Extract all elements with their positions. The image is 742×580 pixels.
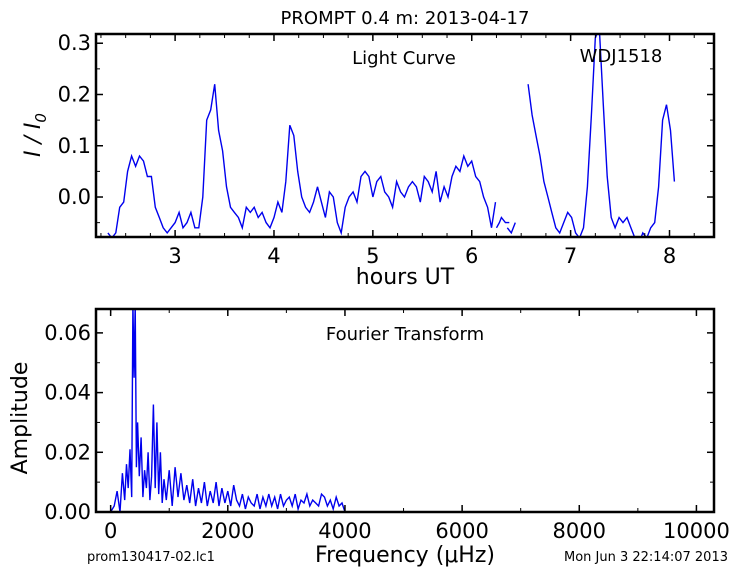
lc-x-tick-label: 6: [465, 244, 478, 268]
ft-y-tick-label: 0.02: [44, 440, 91, 464]
lc-target-label: WDJ1518: [580, 46, 663, 67]
footer-timestamp: Mon Jun 3 22:14:07 2013: [564, 550, 728, 565]
ft-series-line-1: [109, 309, 346, 512]
ft-y-tick-label: 0.00: [44, 500, 91, 524]
lc-y-axis-label: I / I0: [21, 113, 50, 157]
lc-x-tick-label: 3: [168, 244, 181, 268]
footer-filename: prom130417-02.lc1: [87, 550, 215, 565]
ft-annotation: Fourier Transform: [326, 324, 484, 345]
ft-x-tick-label: 2000: [201, 519, 254, 543]
lc-series-group: [107, 34, 676, 237]
ft-series-group: [109, 309, 346, 512]
lc-series-line-4: [527, 34, 676, 237]
lc-y-tick-label: 0.3: [58, 31, 91, 55]
ft-x-tick-label: 10000: [663, 519, 730, 543]
lc-series-line-3: [506, 222, 516, 235]
lc-x-tick-label: 7: [564, 244, 577, 268]
ft-x-axis-label: Frequency (μHz): [315, 543, 495, 568]
lc-x-tick-label: 8: [663, 244, 676, 268]
lc-annotation: Light Curve: [352, 48, 456, 69]
ft-x-tick-label: 0: [104, 519, 117, 543]
ft-y-axis-label: Amplitude: [8, 362, 33, 475]
ft-y-tick-label: 0.06: [44, 321, 91, 345]
lc-series-line-1: [107, 84, 497, 237]
light-curve-panel: 3 4 5 6 7 8 0.0 0.1 0.2 0.3 Light Curve WDJ1518 hour…: [21, 31, 716, 290]
fourier-panel: 0 2000 4000 6000 8000 10000 0.00 0.02 0.04 0.06 Fo…: [8, 307, 730, 568]
ft-x-tick-label: 4000: [318, 519, 371, 543]
lc-y-tick-label: 0.1: [58, 134, 91, 158]
ft-y-tick-label: 0.04: [44, 381, 91, 405]
ft-frame: [94, 307, 716, 514]
lc-frame: [94, 32, 716, 239]
ft-x-tick-label: 8000: [553, 519, 606, 543]
lc-x-axis-label: hours UT: [356, 265, 455, 290]
lc-x-tick-label: 5: [366, 244, 379, 268]
lc-y-tick-label: 0.2: [58, 82, 91, 106]
figure-title: PROMPT 0.4 m: 2013-04-17: [281, 8, 530, 29]
ft-x-tick-label: 6000: [435, 519, 488, 543]
lc-y-tick-label: 0.0: [58, 185, 91, 209]
lc-series-line-2: [495, 216, 510, 229]
lc-x-tick-label: 4: [267, 244, 280, 268]
